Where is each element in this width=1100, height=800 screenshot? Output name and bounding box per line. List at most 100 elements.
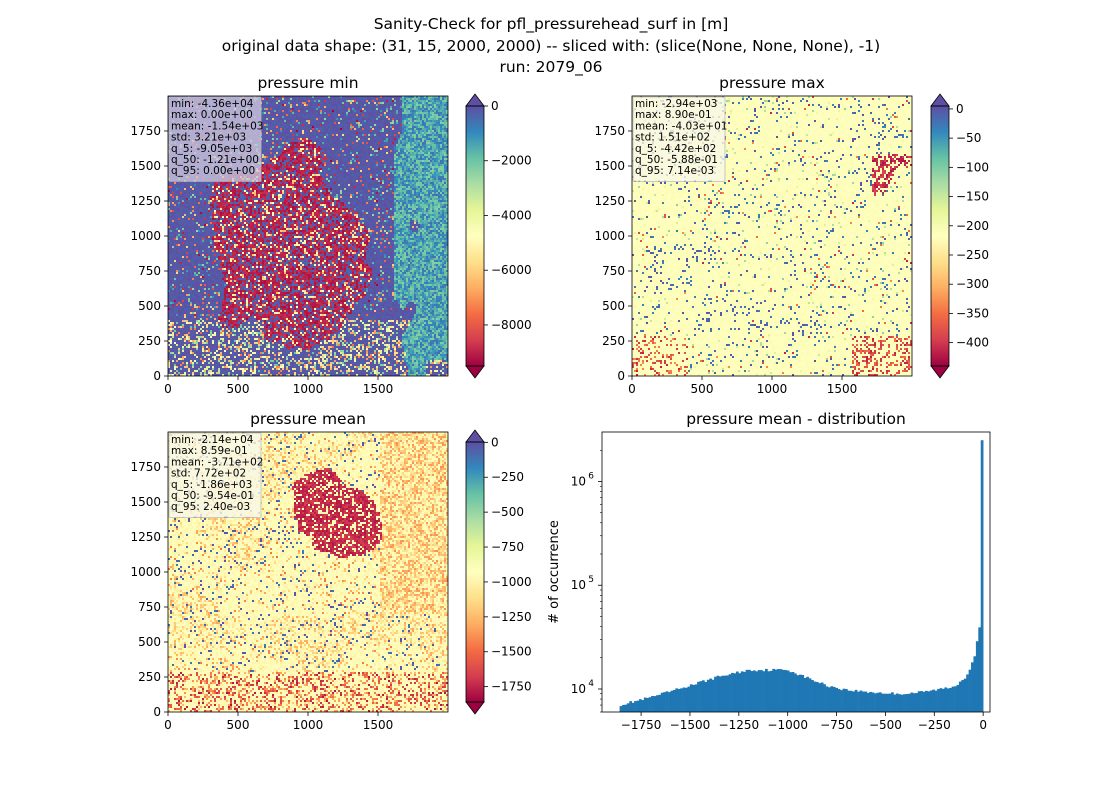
- map2-stats-box: [632, 96, 726, 182]
- hist-ytick-label: 10: [571, 682, 586, 696]
- hist-bar: [949, 687, 952, 712]
- hist-bar: [835, 687, 839, 712]
- hist-bar: [811, 679, 814, 712]
- hist-bar: [769, 670, 773, 712]
- map2-colorbar-tick-label: −400: [956, 336, 989, 350]
- map3-stat-line: q_50: -9.54e-01: [171, 490, 254, 502]
- hist-bar: [910, 692, 914, 712]
- hist-bar: [622, 704, 625, 712]
- hist-bar: [958, 681, 962, 712]
- hist-bar: [789, 672, 792, 712]
- hist-bar: [888, 693, 892, 712]
- map1-stat-line: mean: -1.54e+03: [171, 120, 263, 132]
- hist-bar: [915, 693, 919, 712]
- hist-bar: [740, 671, 744, 712]
- map2-colorbar-tick-label: −150: [956, 190, 989, 204]
- hist-bar: [694, 684, 698, 712]
- hist-bar: [743, 671, 746, 712]
- map1-colorbar-tick-label: −8000: [491, 318, 532, 332]
- map1-xtick-label: 1000: [293, 382, 324, 396]
- hist-frame: [601, 431, 991, 713]
- hist-bar: [779, 669, 783, 712]
- hist-bar: [871, 692, 875, 712]
- hist-bar: [832, 686, 836, 712]
- hist-bar: [772, 668, 776, 712]
- map3-ytick-label: 0: [153, 705, 161, 719]
- hist-bar: [886, 693, 889, 712]
- map2-ytick-label: 1500: [594, 159, 625, 173]
- hist-bar: [699, 681, 703, 712]
- map3-ytick-label: 1000: [130, 565, 161, 579]
- hist-bar: [908, 693, 911, 712]
- map2-colorbar-tick-label: −200: [956, 219, 989, 233]
- hist-bar: [752, 670, 756, 712]
- map3-stat-line: std: 7.72e+02: [171, 468, 246, 480]
- map3-ytick-label: 250: [138, 670, 161, 684]
- map3-stat-line: q_95: 2.40e-03: [171, 501, 250, 513]
- hist-bar: [774, 669, 778, 712]
- map2-stat-line: q_95: 7.14e-03: [635, 165, 714, 177]
- map1-colorbar-extend-bottom: [465, 365, 485, 379]
- map1-ytick-label: 1500: [130, 159, 161, 173]
- map3-ytick-label: 750: [138, 600, 161, 614]
- hist-bar: [818, 683, 822, 712]
- hist-bar: [828, 687, 831, 712]
- hist-bar: [934, 690, 938, 712]
- map3-colorbar: [466, 442, 484, 702]
- hist-bar: [924, 690, 928, 712]
- hist-bar: [685, 687, 688, 712]
- hist-bar: [903, 694, 906, 712]
- hist-bar: [820, 682, 824, 712]
- hist-bar: [641, 700, 645, 712]
- map1-colorbar-extend-top: [465, 93, 485, 107]
- map2-colorbar-tick-label: −300: [956, 277, 989, 291]
- map2-colorbar-tick-label: −100: [956, 160, 989, 174]
- hist-bar: [636, 700, 640, 712]
- map1-colorbar-tick-label: −2000: [491, 154, 532, 168]
- figure-title-line-1: Sanity-Check for pfl_pressurehead_surf i…: [374, 15, 729, 34]
- hist-bar: [687, 686, 691, 712]
- hist-bar: [883, 693, 887, 712]
- hist-ylabel: # of occurrence: [547, 520, 562, 624]
- hist-bar: [961, 680, 965, 712]
- hist-bar: [973, 656, 977, 712]
- hist-bar: [941, 688, 945, 712]
- hist-bar: [978, 627, 982, 712]
- map2-xtick-label: 1000: [757, 382, 788, 396]
- map1-ytick-label: 1750: [130, 124, 161, 138]
- hist-bar: [653, 696, 657, 712]
- hist-bar: [878, 692, 882, 712]
- hist-bar: [786, 670, 790, 712]
- figure-title-line-2: original data shape: (31, 15, 2000, 2000…: [222, 37, 880, 55]
- map2-ytick-label: 750: [602, 264, 625, 278]
- hist-bar: [660, 692, 664, 712]
- hist-bar: [806, 676, 809, 712]
- hist-bar: [643, 697, 647, 712]
- hist-bar: [912, 693, 916, 712]
- map2-stat-line: max: 8.90e-01: [635, 109, 712, 121]
- hist-ytick-exponent: 4: [588, 679, 594, 689]
- hist-ytick-exponent: 6: [588, 471, 594, 481]
- map2-colorbar-tick-label: 0: [956, 102, 964, 116]
- hist-bar: [794, 673, 797, 712]
- hist-bar: [895, 693, 899, 712]
- hist-bar: [893, 694, 897, 712]
- hist-bar: [798, 674, 802, 712]
- map1-ytick-label: 1250: [130, 194, 161, 208]
- hist-bar: [677, 688, 681, 712]
- map2-stat-line: min: -2.94e+03: [635, 98, 717, 110]
- map3-colorbar-tick-label: −750: [491, 540, 524, 554]
- hist-bar: [808, 678, 812, 712]
- hist-bar: [762, 671, 766, 712]
- hist-bar: [716, 675, 720, 712]
- hist-bar: [658, 694, 662, 712]
- map1-stat-line: min: -4.36e+04: [171, 98, 254, 110]
- map2-xtick-label: 1500: [827, 382, 858, 396]
- map1-ytick-label: 0: [153, 369, 161, 383]
- hist-bar: [966, 674, 969, 712]
- map2-stat-line: q_50: -5.88e-01: [635, 154, 718, 166]
- map3-ytick-label: 500: [138, 635, 161, 649]
- hist-bar: [750, 671, 754, 712]
- hist-bar: [963, 678, 967, 712]
- hist-bar: [709, 678, 712, 712]
